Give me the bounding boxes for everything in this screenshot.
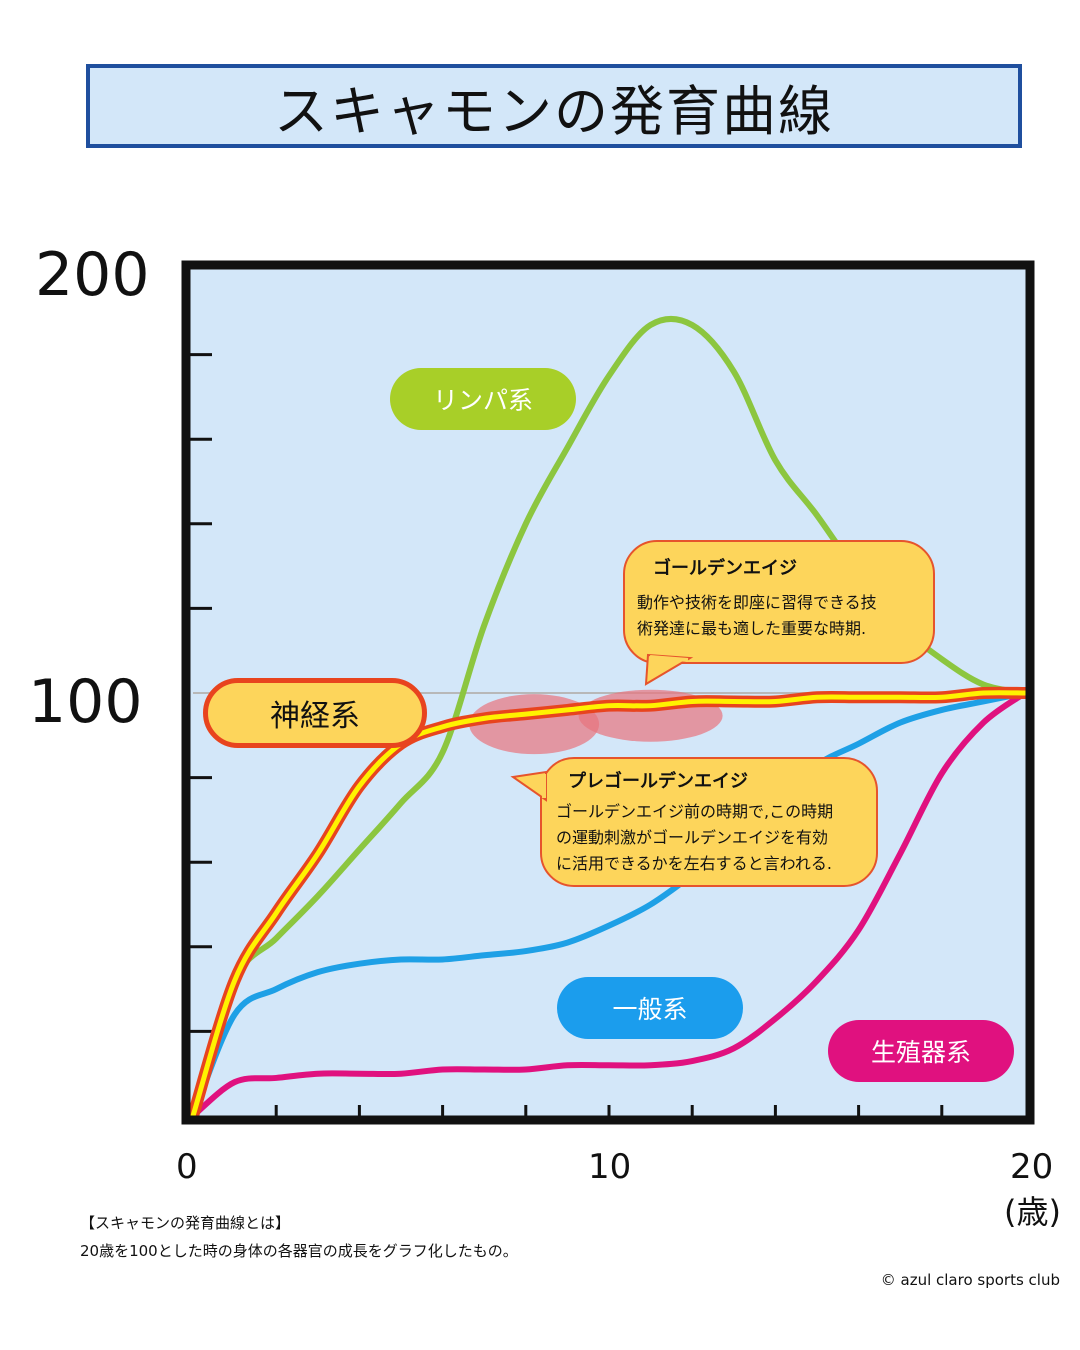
pre-golden-age-text-line-1: ゴールデンエイジ前の時期で,この時期	[556, 802, 834, 821]
x-tick-label-20: 20	[1010, 1147, 1054, 1187]
series-line-neural-highlight	[190, 690, 1028, 1119]
pre-golden-age-text-line-2: の運動刺激がゴールデンエイジを有効	[556, 828, 829, 847]
x-tick-label-10: 10	[588, 1147, 632, 1187]
series-line-general	[190, 690, 1028, 1119]
chart-title-box: スキャモンの発育曲線	[86, 64, 1022, 148]
footnote-body: 20歳を100とした時の身体の各器官の成長をグラフ化したもの。	[80, 1242, 518, 1260]
label-lymphatic-text: リンパ系	[432, 386, 533, 415]
label-neural: 神経系	[203, 678, 427, 748]
label-neural-text: 神経系	[270, 699, 360, 734]
x-axis-unit: (歳)	[1004, 1193, 1061, 1231]
pre-golden-age-title: プレゴールデンエイジ	[568, 771, 748, 792]
label-lymphatic: リンパ系	[390, 368, 576, 430]
copyright-credit: © azul claro sports club	[880, 1271, 1060, 1289]
golden-age-text-line-2: 術発達に最も適した重要な時期.	[637, 619, 867, 638]
x-tick-label-0: 0	[176, 1147, 198, 1187]
pre-golden-age-callout: プレゴールデンエイジ ゴールデンエイジ前の時期で,この時期 の運動刺激がゴールデ…	[540, 757, 878, 887]
plot-frame	[181, 260, 1035, 1125]
label-general-text: 一般系	[612, 995, 688, 1024]
label-reproductive: 生殖器系	[828, 1020, 1014, 1082]
chart-title: スキャモンの発育曲線	[274, 79, 834, 143]
golden-age-callout: ゴールデンエイジ 動作や技術を即座に習得できる技 術発達に最も適した重要な時期.	[623, 540, 935, 664]
y-tick-label-200: 200	[35, 240, 150, 310]
label-general: 一般系	[557, 977, 743, 1039]
footnote-heading: 【スキャモンの発育曲線とは】	[80, 1214, 291, 1232]
golden-age-title: ゴールデンエイジ	[653, 558, 797, 579]
y-tick-label-100: 100	[28, 667, 143, 737]
series-line-reproductive	[190, 690, 1028, 1119]
label-reproductive-text: 生殖器系	[870, 1038, 971, 1067]
pre-golden-age-text-line-3: に活用できるかを左右すると言われる.	[556, 854, 832, 873]
golden-age-text-line-1: 動作や技術を即座に習得できる技	[637, 593, 877, 612]
